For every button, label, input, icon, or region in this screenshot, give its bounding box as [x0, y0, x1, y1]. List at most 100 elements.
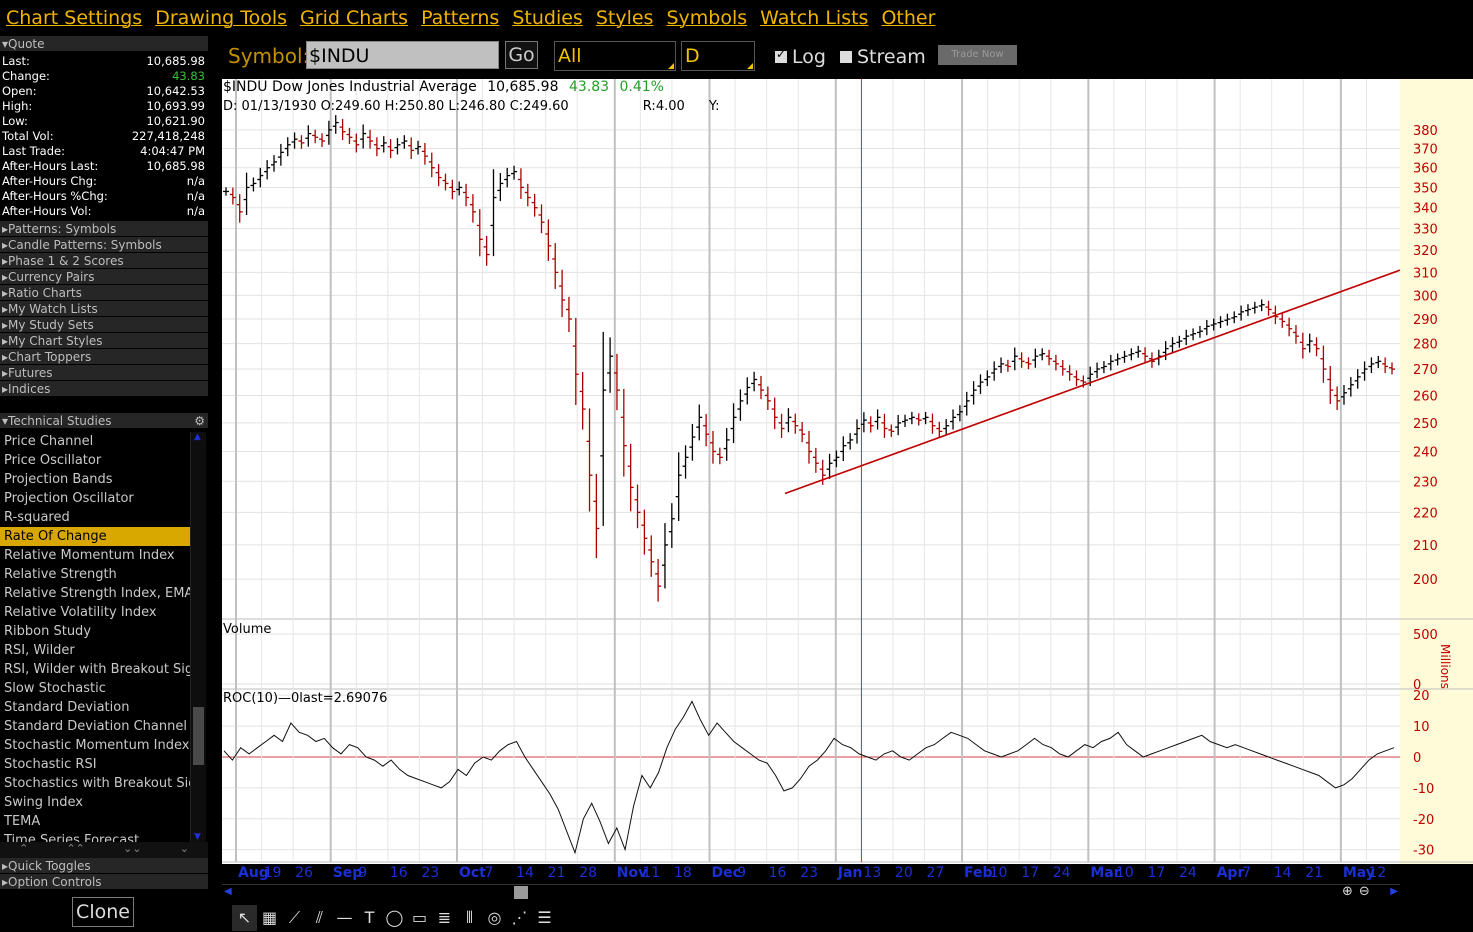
stream-checkbox[interactable]: Stream [840, 46, 926, 68]
hscroll-thumb[interactable] [514, 886, 528, 899]
collapse-all-icon[interactable]: ⌃⌃ [66, 842, 85, 855]
section-currency-pairs[interactable]: ▸Currency Pairs [0, 269, 208, 285]
quote-title: Quote [8, 37, 45, 51]
price-tick-label: 210 [1413, 539, 1438, 554]
expand-all-icon[interactable]: ⌄⌄ [123, 842, 142, 855]
study-item[interactable]: Relative Momentum Index [4, 548, 175, 563]
expand-icon[interactable]: ⌄ [179, 842, 189, 855]
section-futures[interactable]: ▸Futures [0, 365, 208, 381]
section-my-chart-styles[interactable]: ▸My Chart Styles [0, 333, 208, 349]
zoom-out-icon[interactable]: ⊖ [1358, 884, 1370, 899]
section-patterns-symbols[interactable]: ▸Patterns: Symbols [0, 221, 208, 237]
price-tick-label: 220 [1413, 506, 1438, 521]
section-chart-toppers[interactable]: ▸Chart Toppers [0, 349, 208, 365]
go-button[interactable]: Go [505, 41, 538, 69]
scroll-right-icon[interactable]: ▶ [1390, 886, 1398, 897]
studies-scrollbar[interactable]: ▲ ▼ [190, 432, 206, 842]
section-ratio-charts[interactable]: ▸Ratio Charts [0, 285, 208, 301]
menu-item-styles[interactable]: Styles [595, 7, 654, 29]
collapse-icon[interactable]: ⌃ [19, 842, 29, 855]
study-item[interactable]: Projection Oscillator [4, 491, 134, 506]
scroll-up-icon[interactable]: ▲ [194, 432, 201, 442]
section-my-study-sets[interactable]: ▸My Study Sets [0, 317, 208, 333]
checkbox-unchecked-icon[interactable] [840, 51, 852, 63]
study-item[interactable]: Relative Strength [4, 567, 117, 582]
section-phase-1-2-scores[interactable]: ▸Phase 1 & 2 Scores [0, 253, 208, 269]
menu-item-other[interactable]: Other [881, 7, 936, 29]
study-item[interactable]: Stochastic RSI [4, 757, 97, 772]
parallel-lines-icon[interactable]: ⫽ [315, 907, 324, 927]
range-dropdown[interactable]: All [554, 41, 676, 71]
menu-item-watch-lists[interactable]: Watch Lists [760, 7, 869, 29]
settings-icon[interactable]: ⚙ [194, 414, 205, 428]
x-axis-label: Nov [617, 865, 647, 881]
quote-row: After-Hours Vol: n/a [2, 204, 205, 219]
trendline-icon[interactable]: ⟋ [288, 907, 301, 927]
study-item[interactable]: Price Channel [4, 434, 94, 449]
gann-lines-icon[interactable]: ⦀ [465, 907, 474, 927]
rectangle-icon[interactable]: ▭ [411, 907, 428, 927]
menu-item-drawing-tools[interactable]: Drawing Tools [155, 7, 288, 29]
expand-arrow-icon: ▸ [2, 350, 9, 364]
study-item[interactable]: Price Oscillator [4, 453, 102, 468]
menu-lines-icon[interactable]: ☰ [537, 907, 552, 927]
chart-area[interactable]: 200 210 220 230 240 250 260 270 280 290 300 310 320 3… [220, 79, 1473, 884]
ellipse-icon[interactable]: ◯ [385, 907, 404, 927]
section-candle-patterns-symbols[interactable]: ▸Candle Patterns: Symbols [0, 237, 208, 253]
study-item[interactable]: Relative Strength Index, EMA [4, 586, 190, 601]
quote-value: n/a [186, 204, 205, 218]
section-my-watch-lists[interactable]: ▸My Watch Lists [0, 301, 208, 317]
menu-item-chart-settings[interactable]: Chart Settings [6, 7, 143, 29]
section-quick-toggles[interactable]: ▸Quick Toggles [0, 858, 208, 874]
fan-icon[interactable]: ⋰ [511, 907, 528, 927]
log-checkbox[interactable]: Log [775, 46, 826, 68]
quote-row: Last: 10,685.98 [2, 54, 205, 69]
x-axis-label: Feb [964, 865, 993, 881]
study-item[interactable]: RSI, Wilder with Breakout Sign [4, 662, 190, 677]
clone-button[interactable]: Clone [72, 897, 134, 927]
period-dropdown[interactable]: D [681, 41, 755, 71]
checkbox-checked-icon[interactable] [775, 47, 787, 63]
chart-hscrollbar[interactable]: ◀ ▶ [222, 884, 1400, 900]
study-item[interactable]: Stochastic Momentum Index [4, 738, 190, 753]
section-option-controls[interactable]: ▸Option Controls [0, 874, 208, 890]
chart-canvas[interactable]: 2002102202302402502602702802903003103203… [220, 79, 1473, 884]
section-indices[interactable]: ▸Indices [0, 381, 208, 397]
study-item[interactable]: R-squared [4, 510, 70, 525]
study-item[interactable]: Standard Deviation [4, 700, 130, 715]
menu-item-symbols[interactable]: Symbols [666, 7, 748, 29]
price-tick-label: 310 [1413, 266, 1438, 281]
study-item[interactable]: Standard Deviation Channel [4, 719, 187, 734]
technical-studies-header[interactable]: ▾Technical Studies ⚙ [0, 413, 208, 429]
symbol-input[interactable]: $INDU [306, 41, 499, 69]
study-item[interactable]: TEMA [4, 814, 41, 829]
zoom-in-icon[interactable]: ⊕ [1342, 884, 1353, 899]
text-icon[interactable]: T [364, 907, 375, 927]
horizontal-line-icon[interactable]: — [336, 907, 353, 927]
study-item[interactable]: Time Series Forecast [4, 833, 140, 842]
study-item[interactable]: Projection Bands [4, 472, 113, 487]
crosshair-icon[interactable]: ▦ [261, 907, 278, 927]
menu-item-studies[interactable]: Studies [512, 7, 583, 29]
study-item[interactable]: Ribbon Study [4, 624, 92, 639]
log-label: Log [792, 46, 826, 68]
study-item[interactable]: RSI, Wilder [4, 643, 75, 658]
study-item[interactable]: Stochastics with Breakout Sign [4, 776, 190, 791]
pointer-icon[interactable]: ↖ [232, 904, 257, 931]
scroll-down-icon[interactable]: ▼ [194, 832, 201, 842]
quote-section-header[interactable]: ▾Quote [0, 36, 208, 52]
list-toggle-row[interactable]: ⌃ ⌃⌃ ⌄⌄ ⌄ [0, 842, 208, 858]
scroll-left-icon[interactable]: ◀ [224, 886, 232, 897]
study-item[interactable]: Swing Index [4, 795, 83, 810]
quote-value: 10,642.53 [146, 84, 205, 98]
spiral-icon[interactable]: ◎ [487, 907, 502, 927]
menu-item-patterns[interactable]: Patterns [421, 7, 500, 29]
fibonacci-icon[interactable]: ≣ [437, 907, 452, 927]
study-item[interactable]: Relative Volatility Index [4, 605, 157, 620]
menu-item-grid-charts[interactable]: Grid Charts [300, 7, 409, 29]
trade-now-button[interactable]: Trade Now [938, 45, 1017, 65]
scroll-thumb[interactable] [193, 707, 204, 765]
study-item[interactable]: Slow Stochastic [4, 681, 106, 696]
study-item[interactable]: Rate Of Change [0, 527, 190, 546]
quote-row: Total Vol: 227,418,248 [2, 129, 205, 144]
